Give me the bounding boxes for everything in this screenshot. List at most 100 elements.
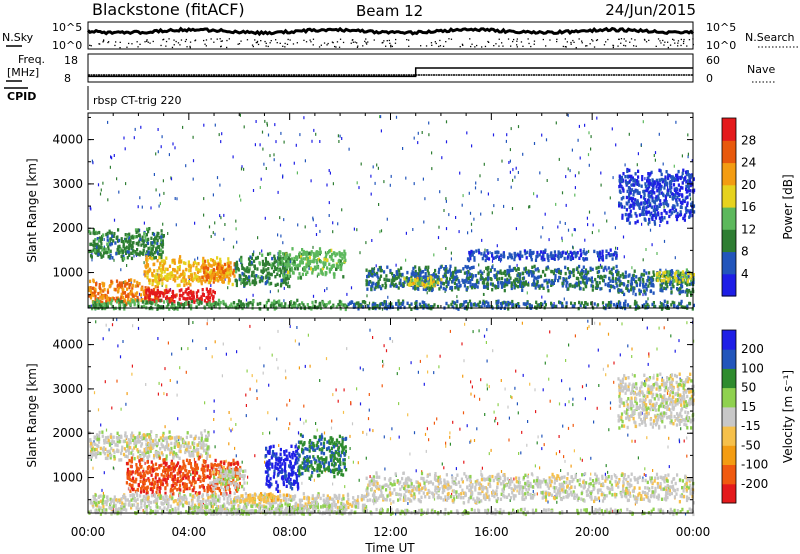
echo-cell	[277, 366, 279, 370]
echo-cell	[232, 301, 235, 305]
echo-cell	[671, 300, 674, 305]
echo-cell	[94, 307, 97, 311]
noise-search-dot	[320, 44, 322, 46]
echo-cell	[106, 234, 109, 239]
echo-cell	[366, 287, 369, 291]
noise-search-dot	[108, 41, 110, 43]
echo-cell	[200, 301, 203, 305]
echo-cell	[155, 248, 158, 252]
echo-cell	[682, 198, 685, 202]
echo-cell	[514, 175, 516, 179]
echo-cell	[651, 217, 654, 221]
echo-cell	[294, 339, 296, 343]
echo-cell	[618, 304, 621, 308]
echo-cell	[440, 281, 443, 285]
echo-cell	[384, 284, 388, 288]
echo-cell	[433, 253, 435, 257]
noise-search-dot	[564, 38, 566, 40]
echo-cell	[678, 198, 681, 202]
echo-cell	[649, 213, 652, 217]
echo-cell	[252, 299, 255, 304]
echo-cell	[284, 302, 287, 306]
echo-cell	[132, 249, 135, 253]
echo-cell	[568, 274, 572, 279]
echo-cell	[687, 155, 689, 159]
noise-search-dot	[474, 46, 476, 48]
echo-cell	[162, 234, 165, 238]
echo-cell	[94, 301, 97, 305]
echo-cell	[269, 154, 271, 158]
echo-cell	[283, 218, 285, 222]
echo-cell	[206, 322, 208, 326]
echo-cell	[533, 275, 536, 280]
echo-cell	[161, 250, 164, 254]
echo-cell	[689, 179, 692, 183]
echo-cell	[261, 130, 264, 134]
echo-cell	[646, 279, 649, 283]
echo-cell	[485, 255, 488, 259]
echo-cell	[658, 277, 661, 281]
noise-search-dot	[252, 45, 254, 48]
echo-cell	[668, 209, 671, 214]
echo-cell	[628, 179, 631, 183]
echo-cell	[625, 286, 628, 290]
noise-search-dot	[648, 39, 650, 41]
echo-cell	[141, 297, 144, 302]
echo-cell	[438, 365, 440, 369]
echo-cell	[105, 302, 108, 306]
echo-cell	[447, 304, 450, 308]
echo-cell	[673, 301, 676, 305]
echo-cell	[266, 252, 270, 256]
echo-cell	[605, 249, 608, 253]
echo-cell	[197, 289, 200, 293]
echo-cell	[525, 282, 528, 286]
noise-search-dot	[390, 46, 392, 48]
echo-cell	[421, 304, 424, 309]
echo-cell	[240, 263, 244, 267]
echo-cell	[154, 237, 157, 241]
echo-cell	[156, 259, 159, 263]
echo-cell	[126, 234, 129, 239]
echo-cell	[368, 272, 371, 276]
echo-cell	[219, 183, 221, 187]
echo-cell	[574, 228, 576, 232]
echo-cell	[103, 288, 106, 292]
noise-search-dot	[516, 38, 518, 40]
echo-cell	[228, 264, 231, 268]
echo-cell	[686, 201, 689, 205]
echo-cell	[120, 292, 123, 297]
echo-cell	[455, 304, 458, 308]
echo-cell	[381, 307, 384, 311]
noise-search-dot	[147, 41, 149, 43]
echo-cell	[512, 303, 515, 307]
echo-cell	[341, 303, 344, 307]
echo-cell	[458, 284, 461, 289]
echo-cell	[230, 417, 232, 421]
echo-cell	[424, 272, 427, 276]
echo-cell	[573, 284, 577, 288]
echo-cell	[188, 268, 191, 273]
echo-cell	[245, 281, 248, 286]
echo-cell	[99, 299, 102, 303]
echo-cell	[677, 270, 680, 274]
echo-cell	[632, 203, 635, 208]
echo-cell	[496, 277, 499, 282]
echo-cell	[632, 494, 634, 498]
echo-cell	[277, 256, 280, 260]
echo-cell	[277, 263, 280, 267]
echo-cell	[287, 276, 290, 280]
echo-cell	[217, 298, 221, 303]
echo-cell	[564, 222, 566, 225]
echo-cell	[643, 285, 646, 289]
noise-search-dot	[462, 44, 464, 46]
echo-cell	[156, 307, 159, 311]
noise-search-dot	[386, 40, 388, 42]
echo-cell	[328, 300, 332, 304]
echo-cell	[379, 274, 383, 278]
echo-cell	[486, 305, 489, 309]
echo-cell	[559, 269, 563, 274]
echo-cell	[432, 280, 435, 284]
echo-cell	[91, 252, 93, 256]
echo-cell	[232, 271, 235, 276]
echo-cell	[287, 270, 290, 274]
